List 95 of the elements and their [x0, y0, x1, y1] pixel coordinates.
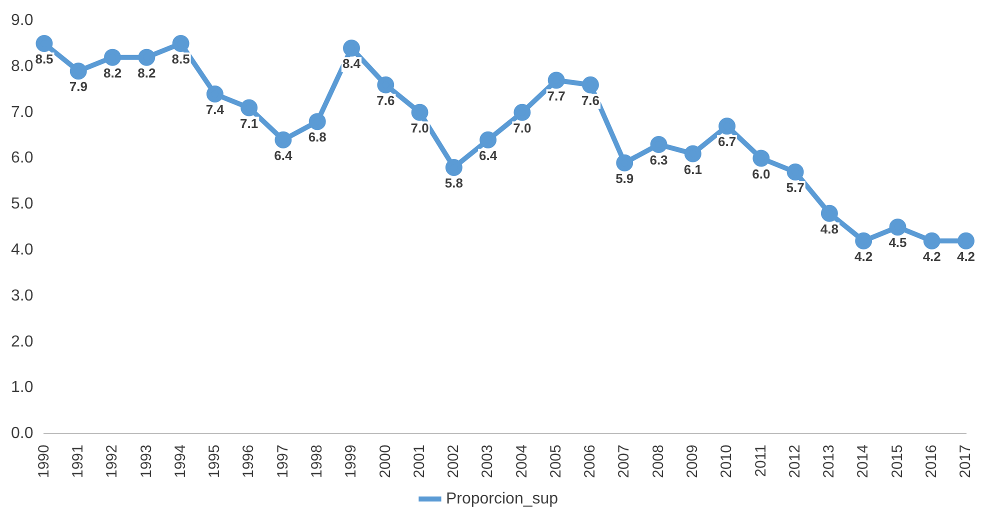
point [70, 62, 87, 80]
data-label: 7.0 [513, 120, 532, 136]
x-tick-label: 2016 [923, 444, 940, 478]
point [958, 232, 974, 250]
data-label: 8.5 [35, 52, 54, 67]
x-tick-label: 1992 [104, 444, 121, 478]
data-label: 5.7 [786, 180, 804, 196]
data-label: 8.5 [172, 52, 190, 67]
point [342, 40, 360, 57]
point [548, 72, 565, 89]
data-label: 6.1 [684, 162, 702, 177]
x-tick-label: 1998 [308, 444, 326, 478]
data-label: 4.8 [820, 221, 838, 236]
x-tick-label: 2002 [445, 444, 462, 478]
x-tick-label: 2017 [957, 444, 974, 478]
x-tick-label: 2009 [684, 444, 702, 478]
x-tick-label: 2000 [376, 444, 394, 478]
point [786, 164, 804, 181]
x-tick-label: 1999 [342, 444, 360, 478]
data-label: 6.3 [650, 152, 668, 168]
data-label: 7.9 [69, 79, 88, 94]
point [820, 204, 838, 222]
x-tick-label: 1991 [70, 444, 87, 478]
data-label: 4.2 [854, 248, 873, 264]
data-label: 8.2 [138, 65, 156, 80]
data-label: 7.6 [376, 92, 395, 108]
data-label: 6.8 [308, 130, 326, 145]
point [206, 86, 224, 103]
x-tick-label: 2007 [616, 444, 633, 478]
x-tick-label: 2006 [582, 444, 599, 478]
x-tick-label: 1997 [274, 444, 292, 478]
data-label: 4.5 [888, 235, 907, 250]
point [411, 104, 428, 121]
y-tick-label: 3.0 [10, 287, 34, 304]
point [650, 136, 668, 154]
x-tick-label: 1996 [240, 444, 258, 478]
x-tick-label: 1993 [138, 444, 155, 478]
data-label: 7.6 [581, 92, 600, 108]
point [36, 35, 53, 52]
x-tick-label: 2015 [888, 444, 906, 478]
x-tick-label: 2001 [410, 444, 428, 478]
x-tick-label: 2012 [786, 444, 804, 478]
point [172, 35, 190, 52]
y-tick-label: 1.0 [10, 379, 34, 396]
point [616, 154, 634, 172]
x-tick-label: 2008 [650, 444, 667, 478]
point [718, 118, 736, 135]
point [104, 48, 122, 66]
point [752, 150, 770, 167]
point [274, 131, 292, 148]
y-tick-label: 5.0 [10, 196, 34, 213]
point [138, 48, 156, 66]
x-tick-label: 1990 [35, 444, 52, 478]
y-tick-label: 8.0 [10, 58, 34, 75]
x-tick-label: 1995 [206, 444, 224, 478]
data-label: 6.7 [718, 134, 736, 150]
y-tick-label: 2.0 [10, 333, 34, 350]
point [308, 113, 326, 130]
x-tick-label: 2010 [718, 444, 736, 478]
data-label: 8.2 [103, 65, 122, 80]
y-tick-label: 9.0 [10, 12, 34, 30]
data-label: 6.0 [752, 166, 770, 182]
point [514, 104, 531, 121]
data-label: 7.1 [240, 116, 258, 131]
data-label: 5.8 [444, 176, 463, 191]
data-label: 6.4 [274, 148, 294, 163]
point [582, 76, 599, 94]
x-tick-label: 2014 [854, 444, 872, 478]
data-label: 7.7 [547, 88, 566, 104]
point [240, 99, 258, 116]
x-tick-label: 2013 [820, 444, 838, 478]
data-label: 4.2 [922, 248, 941, 264]
data-label: 6.4 [479, 148, 498, 163]
x-tick-label: 2011 [752, 444, 770, 477]
y-tick-label: 6.0 [10, 150, 34, 167]
legend-label: Proporcion_sup [446, 490, 558, 508]
data-label: 7.4 [206, 102, 225, 118]
data-label: 4.2 [956, 248, 976, 264]
point [480, 131, 497, 148]
y-tick-label: 4.0 [10, 241, 34, 258]
point [377, 76, 394, 94]
point [923, 232, 940, 250]
point [889, 218, 906, 236]
x-tick-label: 2004 [513, 444, 530, 478]
point [445, 158, 462, 176]
point [684, 145, 702, 162]
data-label: 5.9 [616, 170, 634, 186]
point [855, 232, 872, 250]
x-tick-label: 1994 [172, 444, 189, 478]
x-tick-label: 2003 [479, 444, 496, 478]
data-label: 7.0 [410, 120, 429, 136]
y-tick-label: 0.0 [10, 425, 34, 442]
x-tick-label: 2005 [547, 444, 564, 478]
y-tick-label: 7.0 [10, 104, 34, 121]
data-label: 8.4 [342, 56, 362, 72]
